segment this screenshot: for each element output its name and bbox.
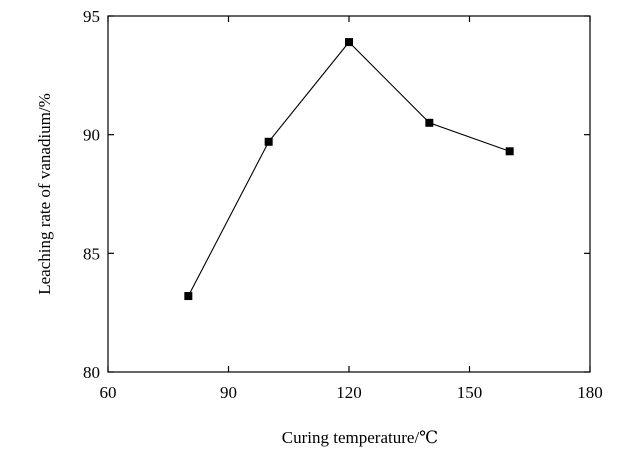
y-tick-label: 85 — [83, 244, 100, 263]
x-tick-label: 120 — [336, 383, 362, 402]
x-tick-label: 150 — [457, 383, 483, 402]
y-axis-label: Leaching rate of vanadium/% — [35, 93, 54, 295]
x-axis-ticks: 60 90 120 150 180 — [100, 16, 603, 402]
series-layer — [184, 38, 514, 301]
data-point-marker — [345, 38, 353, 47]
data-point-marker — [505, 147, 514, 156]
y-tick-label: 90 — [83, 126, 100, 145]
x-tick-label: 60 — [100, 383, 117, 402]
x-tick-label: 90 — [220, 383, 237, 402]
y-axis-ticks: 80 85 90 95 — [83, 7, 590, 382]
plot-frame — [107, 15, 591, 373]
data-point-marker — [425, 118, 434, 127]
y-tick-label: 95 — [83, 7, 100, 26]
series-line — [187, 41, 510, 297]
y-tick-label: 80 — [83, 363, 100, 382]
data-point-marker — [264, 137, 273, 146]
x-axis-label: Curing temperature/℃ — [282, 428, 438, 447]
data-point-marker — [184, 292, 193, 301]
x-tick-label: 180 — [577, 383, 603, 402]
